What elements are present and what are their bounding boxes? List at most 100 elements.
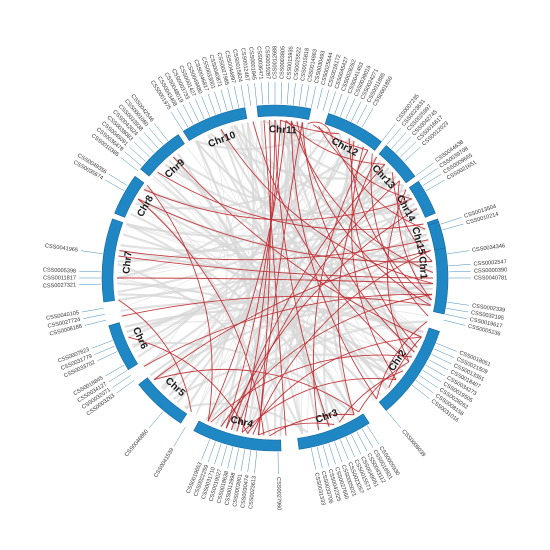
gene-tick bbox=[334, 93, 343, 115]
gene-tick bbox=[339, 96, 349, 117]
background-link bbox=[172, 156, 418, 216]
chromosome-chr12 bbox=[324, 113, 382, 151]
gene-tick bbox=[154, 123, 169, 142]
gene-tick bbox=[173, 426, 186, 447]
highlight-link bbox=[143, 189, 412, 221]
background-link bbox=[309, 123, 397, 380]
chromosome-label: Chr11 bbox=[269, 124, 298, 136]
gene-label: CSS0012467 bbox=[239, 48, 250, 82]
gene-label: CSS0003901 bbox=[232, 474, 244, 508]
chromosome-chr7 bbox=[101, 218, 124, 303]
gene-tick bbox=[425, 364, 445, 377]
background-link bbox=[136, 201, 355, 416]
background-link bbox=[151, 178, 424, 333]
highlight-link bbox=[296, 121, 431, 306]
gene-tick bbox=[356, 104, 368, 125]
gene-tick bbox=[91, 340, 113, 349]
highlight-link bbox=[236, 180, 400, 432]
gene-label: CSS0030474 bbox=[240, 475, 251, 509]
background-link bbox=[247, 215, 421, 434]
gene-labels: CSS0013504CSS0010214CSS0034346CSS0002547… bbox=[43, 46, 508, 511]
background-link bbox=[156, 171, 355, 416]
gene-tick bbox=[94, 345, 115, 355]
gene-tick bbox=[233, 86, 240, 108]
highlight-link bbox=[258, 422, 335, 436]
background-link bbox=[279, 122, 303, 436]
gene-tick bbox=[84, 319, 107, 326]
gene-label: CSS0015935 bbox=[286, 46, 294, 80]
background-link bbox=[163, 140, 355, 390]
highlight-link bbox=[337, 156, 378, 415]
background-link bbox=[176, 152, 304, 434]
gene-tick bbox=[143, 132, 159, 149]
gene-tick bbox=[105, 364, 125, 377]
gene-tick bbox=[448, 264, 471, 267]
background-link bbox=[126, 269, 433, 333]
highlight-link bbox=[351, 146, 397, 380]
gene-tick bbox=[381, 123, 396, 142]
gene-tick bbox=[447, 250, 470, 255]
gene-tick bbox=[440, 217, 462, 225]
gene-tick bbox=[124, 151, 142, 167]
gene-tick bbox=[80, 250, 103, 255]
gene-tick bbox=[201, 96, 211, 117]
highlight-link bbox=[386, 189, 410, 362]
highlight-link bbox=[247, 336, 422, 434]
gene-tick bbox=[322, 89, 330, 111]
gene-tick bbox=[220, 89, 228, 111]
background-link bbox=[153, 176, 407, 367]
gene-ticks bbox=[79, 82, 471, 475]
background-link bbox=[195, 122, 303, 415]
background-link bbox=[125, 176, 397, 233]
highlight-link bbox=[263, 120, 287, 436]
gene-tick bbox=[247, 450, 252, 473]
gene-tick bbox=[120, 157, 139, 172]
background-link bbox=[202, 137, 355, 415]
highlight-link bbox=[118, 255, 434, 279]
background-link bbox=[195, 140, 433, 262]
chromosome-label: Chr1 bbox=[416, 256, 429, 280]
gene-tick bbox=[433, 348, 455, 358]
gene-tick bbox=[133, 141, 150, 158]
gene-tick bbox=[425, 179, 445, 192]
gene-label: CSS0040105 bbox=[46, 310, 80, 322]
gene-label: CSS0015824 bbox=[231, 49, 243, 83]
background-link bbox=[126, 320, 411, 360]
gene-tick bbox=[220, 445, 228, 467]
gene-label: CSS0011817 bbox=[43, 275, 76, 281]
gene-tick bbox=[233, 448, 240, 470]
gene-label: CSS0041965 bbox=[44, 243, 78, 254]
gene-tick bbox=[116, 380, 135, 394]
gene-tick bbox=[422, 370, 442, 383]
highlight-link bbox=[285, 120, 385, 165]
highlight-link bbox=[173, 156, 422, 338]
highlight-link bbox=[376, 321, 428, 400]
gene-tick bbox=[79, 283, 102, 286]
gene-label: CSS0003805 bbox=[279, 46, 286, 79]
chromosome-chr5 bbox=[138, 377, 188, 424]
highlight-link bbox=[118, 299, 192, 413]
background-link bbox=[184, 223, 424, 408]
highlight-link bbox=[348, 138, 432, 301]
chromosome-label: Chr2 bbox=[387, 348, 409, 373]
highlight-link bbox=[388, 336, 422, 388]
highlight-link bbox=[391, 172, 433, 262]
gene-tick bbox=[361, 428, 374, 448]
highlight-link bbox=[128, 336, 249, 434]
gene-tick bbox=[446, 307, 469, 313]
chromosome-chr3 bbox=[297, 413, 370, 450]
gene-tick bbox=[310, 86, 317, 108]
gene-tick bbox=[351, 101, 362, 122]
background-link bbox=[117, 282, 404, 372]
background-link bbox=[162, 122, 304, 391]
gene-label: CSS0005398 bbox=[43, 267, 76, 274]
background-link bbox=[287, 120, 416, 354]
highlight-link bbox=[119, 239, 429, 261]
background-link bbox=[126, 223, 433, 290]
highlight-link bbox=[225, 208, 418, 429]
gene-tick bbox=[170, 111, 183, 131]
highlight-link bbox=[252, 250, 431, 435]
highlight-link bbox=[328, 129, 426, 230]
gene-tick bbox=[207, 93, 216, 115]
background-link bbox=[195, 141, 228, 422]
